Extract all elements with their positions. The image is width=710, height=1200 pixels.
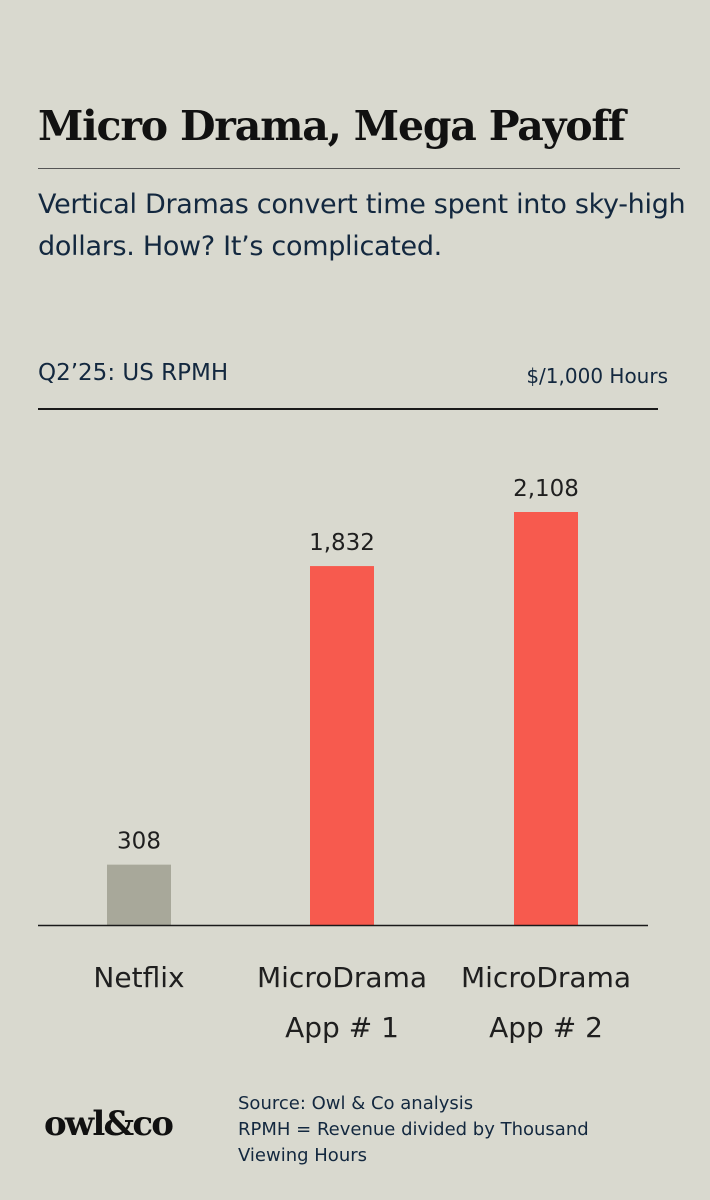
chart-top-rule [38,408,658,410]
page-title: Micro Drama, Mega Payoff [38,102,625,150]
chart-title: Q2’25: US RPMH [38,360,229,386]
chart-unit-label: $/1,000 Hours [526,364,668,388]
source-line: Viewing Hours [238,1145,368,1166]
category-label-netflix: Netflix [93,961,185,994]
bar-value-label: 2,108 [513,476,579,502]
category-label-app-1: MicroDrama App # 1 [256,961,428,1044]
bar-2 [310,566,374,925]
bar-chart: 308 1,832 2,108 [38,476,648,927]
page-subtitle: Vertical Dramas convert time spent into … [38,189,686,262]
owl-co-logo: owl&co [44,1104,174,1144]
category-label-app-2: MicroDrama App # 2 [460,961,632,1044]
bar-1 [107,864,171,925]
title-divider [38,168,680,169]
source-line: Source: Owl & Co analysis [238,1093,474,1114]
bar-value-label: 308 [117,829,161,855]
bar-value-label: 1,832 [309,530,375,556]
source-line: RPMH = Revenue divided by Thousand [238,1119,589,1140]
bar-3 [514,512,578,925]
source-note: Source: Owl & Co analysis RPMH = Revenue… [238,1091,698,1169]
